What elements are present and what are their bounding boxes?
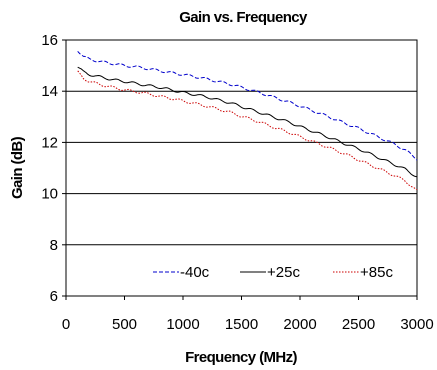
series-layer xyxy=(77,50,418,191)
y-tick-labels: 6 8 10 12 14 16 xyxy=(41,32,66,305)
x-tick-labels: 0 500 1000 1500 2000 2500 3000 xyxy=(62,296,434,333)
x-tick-label: 500 xyxy=(112,316,137,333)
legend-label: +25c xyxy=(267,264,300,281)
x-axis-title: Frequency (MHz) xyxy=(185,349,297,366)
series-line-85c xyxy=(77,70,418,191)
legend-label: +85c xyxy=(360,264,393,281)
series-line-25c xyxy=(77,66,418,178)
plot-area-frame xyxy=(65,39,418,297)
legend: -40c +25c +85c xyxy=(153,264,393,281)
x-tick-label: 1500 xyxy=(225,316,258,333)
y-tick-label: 12 xyxy=(41,134,58,151)
y-tick-label: 16 xyxy=(41,32,58,49)
y-tick-label: 6 xyxy=(50,288,58,305)
x-tick-label: 3000 xyxy=(400,316,433,333)
x-tick-label: 2500 xyxy=(342,316,375,333)
y-axis-title: Gain (dB) xyxy=(9,136,26,199)
chart-title: Gain vs. Frequency xyxy=(179,9,308,26)
y-tick-label: 10 xyxy=(41,186,58,203)
x-tick-label: 1000 xyxy=(166,316,199,333)
y-tick-label: 14 xyxy=(41,83,58,100)
x-tick-label: 0 xyxy=(62,316,70,333)
series-line-40c xyxy=(77,50,418,161)
gridlines xyxy=(66,90,417,246)
legend-label: -40c xyxy=(180,264,210,281)
y-tick-label: 8 xyxy=(50,237,58,254)
x-tick-label: 2000 xyxy=(283,316,316,333)
